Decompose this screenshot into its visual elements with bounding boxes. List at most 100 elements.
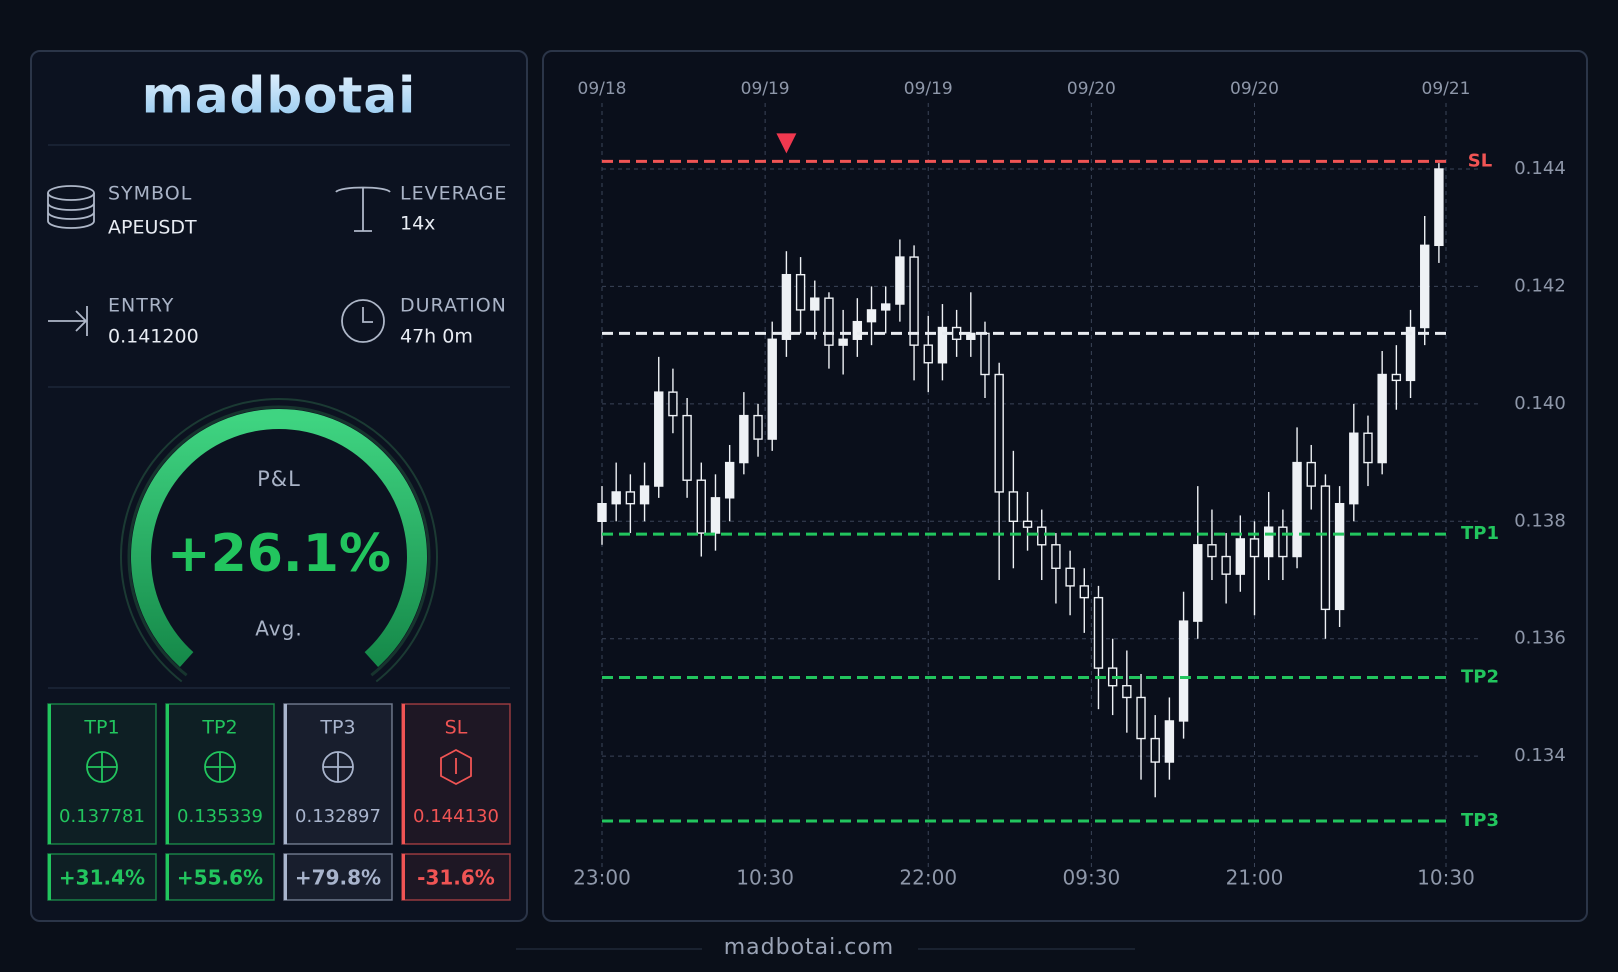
entry-icon [48, 306, 88, 336]
candle-body [1051, 544, 1061, 569]
candle-body [880, 303, 891, 311]
candle-body [824, 297, 834, 346]
target-accent [48, 854, 51, 900]
level-label: TP3 [1461, 810, 1499, 831]
x-top-label: 09/20 [1230, 79, 1279, 99]
level-label: TP2 [1461, 667, 1499, 688]
candle-body [1434, 168, 1444, 247]
candle-body [895, 256, 905, 305]
candle-body [696, 479, 706, 534]
candle-body [1292, 461, 1302, 558]
targets: TP1 0.137781 +31.4% TP2 0.135339 +55.6% TP3 0.1… [47, 703, 511, 901]
candle-body [753, 414, 763, 440]
candle-body [852, 320, 863, 340]
target-price: 0.144130 [413, 806, 499, 827]
candle-body [1221, 555, 1231, 575]
candle-body [1334, 502, 1345, 611]
target-label: TP3 [319, 717, 355, 739]
candle-body [1377, 373, 1387, 464]
candle-body [923, 344, 933, 364]
candle-body [1263, 526, 1274, 558]
pnl-sub: Avg. [255, 617, 302, 641]
x-top-label: 09/19 [904, 79, 953, 99]
candle-body [781, 273, 792, 340]
candle-body [710, 497, 721, 534]
candle-body [838, 338, 848, 346]
field-value: 47h 0m [400, 326, 473, 348]
candle-body [767, 338, 777, 440]
target-pnl: +79.8% [295, 866, 381, 890]
candle-body [1320, 485, 1331, 611]
candle-body [994, 373, 1004, 493]
target-accent [402, 704, 405, 844]
candle-body [980, 332, 990, 376]
x-top-label: 09/21 [1422, 79, 1471, 99]
candle-body [1207, 544, 1217, 558]
pnl-label: P&L [257, 467, 301, 491]
target-label: TP1 [83, 717, 119, 739]
level-label: TP1 [1461, 523, 1499, 544]
candle-body [625, 491, 636, 505]
x-top-label: 09/19 [741, 79, 790, 99]
target-accent [166, 704, 169, 844]
candle-body [1363, 432, 1373, 464]
target-price: 0.137781 [59, 806, 145, 827]
x-tick-label: 10:30 [1417, 866, 1475, 890]
x-tick-label: 10:30 [736, 866, 794, 890]
field-value: APEUSDT [108, 217, 197, 239]
candle-body [654, 391, 664, 487]
field-label: DURATION [400, 295, 507, 317]
candle-body [866, 309, 877, 323]
gauge-ring [120, 398, 438, 683]
target-accent [48, 704, 51, 844]
duration-icon [341, 299, 385, 343]
x-tick-label: 21:00 [1226, 866, 1284, 890]
target-icon [87, 752, 117, 782]
target-icon [323, 752, 353, 782]
target-icon [205, 752, 235, 782]
gauge-ring [127, 405, 431, 677]
candle-body [1420, 244, 1430, 329]
candle-body [1037, 526, 1047, 546]
leverage-icon [335, 186, 391, 232]
candle-body [1178, 620, 1189, 722]
chart-panel [542, 50, 1588, 922]
target-price: 0.132897 [295, 806, 381, 827]
candle-body [724, 461, 735, 499]
candle-body [739, 414, 749, 464]
target-accent [402, 854, 405, 900]
y-tick-label: 0.142 [1514, 275, 1566, 296]
field-label: LEVERAGE [400, 183, 507, 205]
y-tick-label: 0.138 [1514, 510, 1566, 531]
candle-body [597, 502, 607, 523]
candle-body [1150, 737, 1160, 763]
pnl-value: +26.1% [167, 524, 391, 584]
candle-body [1405, 326, 1416, 382]
pnl-gauge [120, 398, 438, 683]
field-label: ENTRY [108, 295, 174, 317]
candle-body [1278, 526, 1288, 558]
candle-body [1235, 538, 1246, 575]
candle-body [909, 256, 919, 346]
candle-body [937, 326, 948, 364]
y-tick-label: 0.136 [1514, 628, 1566, 649]
target-label: SL [445, 717, 468, 739]
candle-body [1093, 596, 1104, 669]
chart: 0.134 0.136 0.138 0.140 0.142 0.144 23:00 09/18… [573, 79, 1566, 890]
x-top-label: 09/18 [578, 79, 627, 99]
pnl-box [283, 853, 393, 901]
x-tick-label: 23:00 [573, 866, 631, 890]
x-tick-label: 09:30 [1063, 866, 1121, 890]
target-pnl: -31.6% [417, 866, 495, 890]
field-value: 0.141200 [108, 326, 199, 348]
candle-body [1391, 373, 1402, 382]
candle-body [1249, 538, 1260, 558]
target-price: 0.135339 [177, 806, 263, 827]
field-value: 14x [400, 213, 435, 235]
y-tick-label: 0.144 [1514, 158, 1566, 179]
candle-body [810, 297, 820, 311]
candle-body [1306, 461, 1316, 487]
y-tick-label: 0.134 [1514, 745, 1566, 766]
candle-body [1136, 696, 1146, 740]
